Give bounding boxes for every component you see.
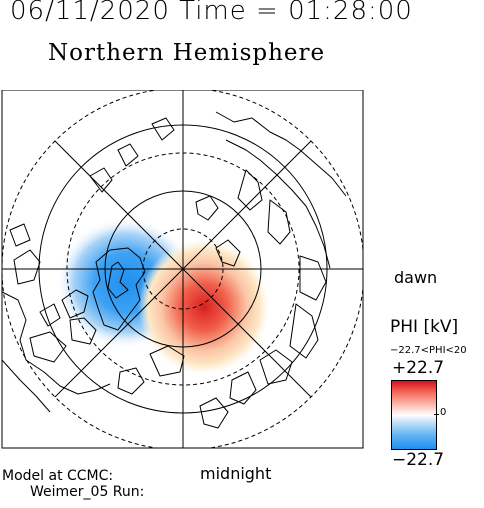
positive-potential-cell: [138, 239, 270, 375]
dawn-label: dawn: [394, 268, 438, 287]
legend-min-label: −22.7: [392, 450, 445, 470]
meridian-lines: [2, 90, 363, 448]
potential-colorbar: [391, 380, 437, 450]
legend-title: PHI [kV]: [390, 317, 459, 337]
legend-max-label: +22.7: [392, 358, 445, 378]
map-title: Northern Hemisphere: [48, 40, 326, 66]
model-credit-line1: Model at CCMC:: [2, 468, 114, 484]
model-credit-line2: Weimer_05 Run:: [30, 484, 145, 500]
legend-zero-label: 0: [440, 407, 447, 418]
midnight-label: midnight: [200, 464, 272, 483]
polar-potential-map: [1, 90, 364, 449]
legend-range-text: −22.7<PHI<20: [390, 345, 467, 356]
coastlines: [2, 111, 347, 429]
date-time-header: 06/11/2020 Time = 01:28:00: [10, 0, 413, 26]
colorbar-zero-tick: [434, 414, 439, 415]
